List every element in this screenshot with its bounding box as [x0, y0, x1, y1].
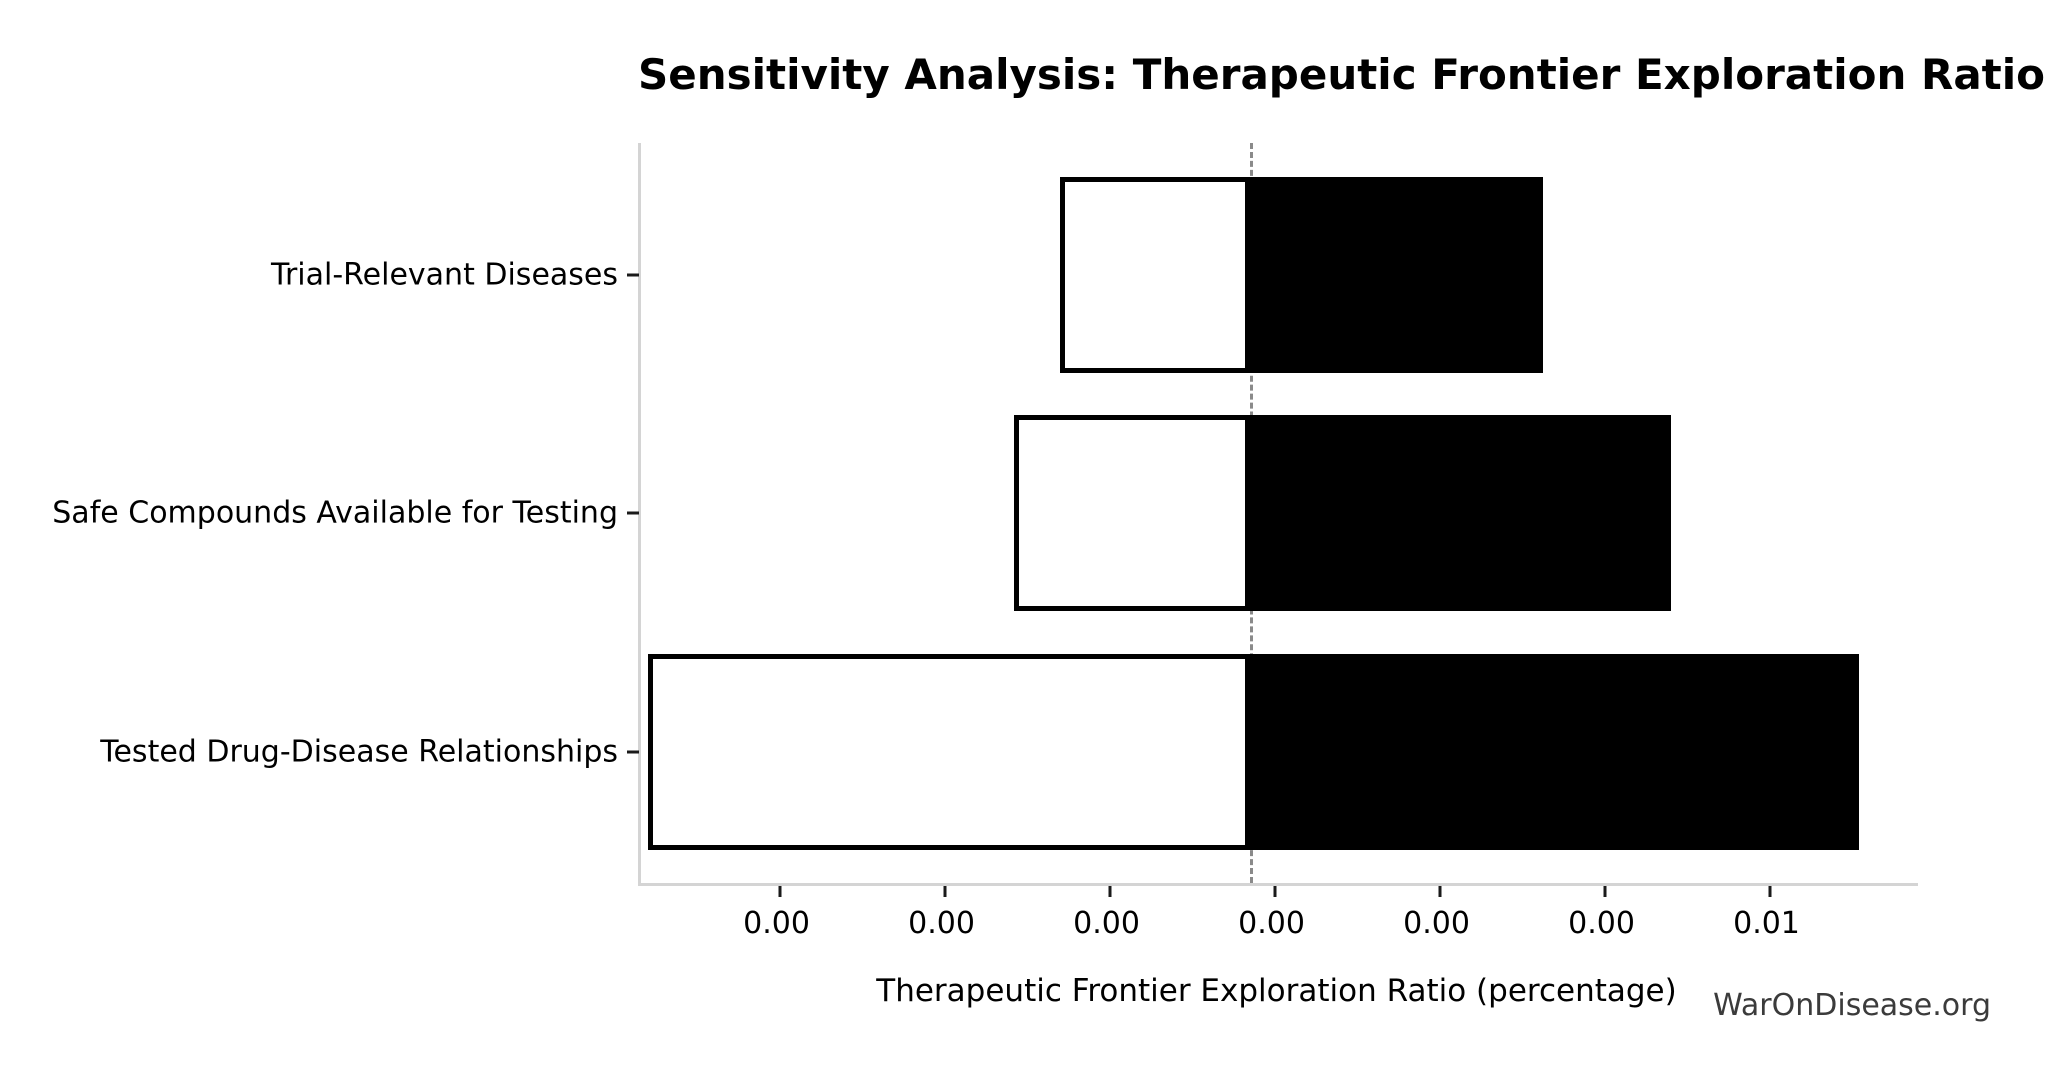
x-axis-tick: [943, 886, 947, 897]
watermark: WarOnDisease.org: [1713, 988, 1991, 1023]
x-tick-label: 0.00: [1073, 906, 1140, 941]
x-axis-tick: [1273, 886, 1277, 897]
y-axis-tick: [627, 511, 639, 515]
x-axis-tick: [778, 886, 782, 897]
y-category-label: Trial-Relevant Diseases: [271, 257, 618, 293]
x-tick-label: 0.00: [1238, 906, 1305, 941]
y-category-label: Tested Drug-Disease Relationships: [100, 734, 618, 770]
chart-title: Sensitivity Analysis: Therapeutic Fronti…: [638, 50, 2045, 99]
plot-area: [627, 143, 1918, 897]
tornado-bar-low: [1013, 414, 1250, 612]
x-tick-label: 0.00: [1403, 906, 1470, 941]
x-tick-label: 0.00: [743, 906, 810, 941]
x-tick-label: 0.01: [1733, 906, 1800, 941]
x-axis-tick: [1603, 886, 1607, 897]
y-category-label: Safe Compounds Available for Testing: [52, 495, 618, 531]
y-axis-tick: [627, 750, 639, 754]
tornado-bar-low: [1060, 176, 1250, 373]
tornado-bar-high: [1249, 176, 1544, 373]
x-tick-label: 0.00: [1568, 906, 1635, 941]
tornado-bar-low: [647, 653, 1250, 851]
x-axis-tick: [1768, 886, 1771, 897]
x-tick-label: 0.00: [908, 906, 975, 941]
x-axis-tick: [1438, 886, 1442, 897]
tornado-bar-high: [1249, 414, 1671, 612]
y-category-labels: Trial-Relevant Diseases Safe Compounds Av…: [0, 143, 618, 883]
tornado-bar-high: [1249, 653, 1859, 851]
y-axis-tick: [627, 273, 639, 277]
x-axis-tick: [1108, 886, 1112, 897]
x-axis-label: Therapeutic Frontier Exploration Ratio (…: [876, 973, 1677, 1009]
